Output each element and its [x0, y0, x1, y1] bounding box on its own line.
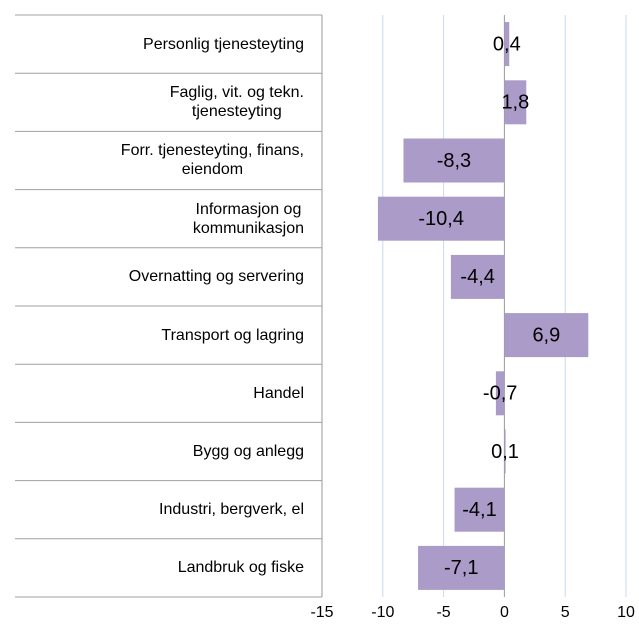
category-label-box: Forr. tjenesteyting, finans, eiendom — [4, 131, 304, 189]
category-label-box: Bygg og anlegg — [4, 422, 304, 480]
category-label-box: Faglig, vit. og tekn. tjenesteyting — [4, 73, 304, 131]
bar — [504, 429, 506, 474]
category-label: Bygg og anlegg — [192, 442, 304, 460]
bar — [450, 254, 505, 299]
data-label: 1,8 — [501, 92, 529, 114]
data-label: -0,7 — [483, 383, 517, 405]
bar — [504, 22, 510, 67]
category-label: Industri, bergverk, el — [159, 501, 304, 519]
category-label: Handel — [253, 384, 304, 402]
data-label: -10,4 — [418, 208, 464, 230]
x-tick-label: 0 — [500, 604, 509, 621]
category-label: Informasjon og kommunikasjon — [192, 200, 304, 237]
category-label: Transport og lagring — [161, 326, 304, 344]
data-label: 0,4 — [493, 33, 521, 55]
x-tick-label: -5 — [436, 604, 450, 621]
data-label: -4,4 — [460, 266, 494, 288]
category-label-box: Landbruk og fiske — [4, 539, 304, 597]
data-label: 6,9 — [532, 324, 560, 346]
x-tick-label: 5 — [561, 604, 570, 621]
bar — [403, 138, 505, 183]
data-label: -4,1 — [462, 499, 496, 521]
bar — [495, 371, 505, 416]
data-label: 0,1 — [491, 441, 519, 463]
bar — [418, 545, 505, 590]
bar — [454, 487, 505, 532]
category-label: Faglig, vit. og tekn. tjenesteyting — [169, 84, 304, 121]
category-label-box: Personlig tjenesteyting — [4, 15, 304, 73]
category-label-box: Informasjon og kommunikasjon — [4, 190, 304, 248]
category-label-box: Overnatting og servering — [4, 248, 304, 306]
category-label: Personlig tjenesteyting — [143, 35, 304, 53]
bar — [504, 80, 527, 125]
x-tick-label: -15 — [310, 604, 333, 621]
category-label-box: Handel — [4, 364, 304, 422]
category-label: Forr. tjenesteyting, finans, eiendom — [120, 142, 304, 179]
category-label: Landbruk og fiske — [177, 559, 304, 577]
bar — [377, 196, 505, 241]
x-tick-label: -10 — [371, 604, 394, 621]
category-label-box: Industri, bergverk, el — [4, 481, 304, 539]
category-label: Overnatting og servering — [128, 268, 304, 286]
data-label: -8,3 — [437, 150, 471, 172]
x-tick-label: 10 — [617, 604, 635, 621]
category-label-box: Transport og lagring — [4, 306, 304, 364]
bar — [504, 313, 589, 358]
data-label: -7,1 — [444, 557, 478, 579]
